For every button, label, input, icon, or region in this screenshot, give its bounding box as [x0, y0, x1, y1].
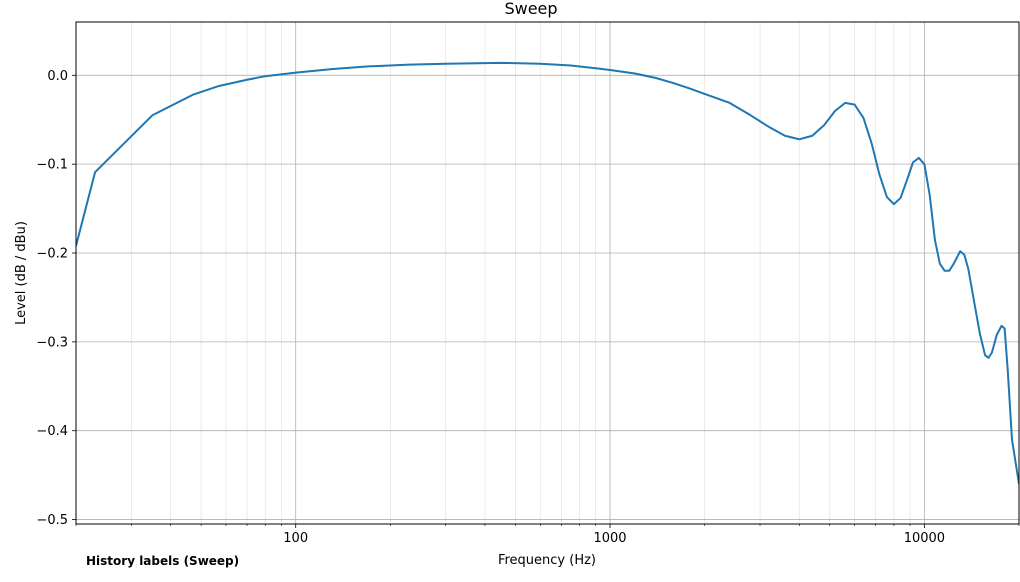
chart-title: Sweep	[504, 0, 557, 18]
y-tick-label: −0.1	[36, 158, 68, 173]
plot-frame	[75, 21, 1020, 525]
y-tick-label: −0.5	[36, 513, 68, 528]
x-tick-label: 100	[283, 531, 308, 546]
y-tick-label: −0.3	[36, 335, 68, 350]
y-tick-label: −0.2	[36, 247, 68, 262]
y-tick-label: 0.0	[47, 69, 68, 84]
x-tick-label: 10000	[904, 531, 945, 546]
series-line-0	[76, 61, 1019, 485]
history-labels: History labels (Sweep)	[86, 554, 240, 568]
axis-ticks: 100 1000 10000 0.0 −0.1 −0.2 −0.3 −0.4 −0.5	[36, 69, 1020, 546]
series-layer	[76, 61, 1019, 485]
y-tick-label: −0.4	[36, 424, 68, 439]
y-axis-label: Level (dB / dBu)	[14, 221, 29, 325]
x-tick-label: 1000	[593, 531, 626, 546]
grid	[75, 22, 1020, 524]
x-axis-label: Frequency (Hz)	[498, 553, 596, 568]
